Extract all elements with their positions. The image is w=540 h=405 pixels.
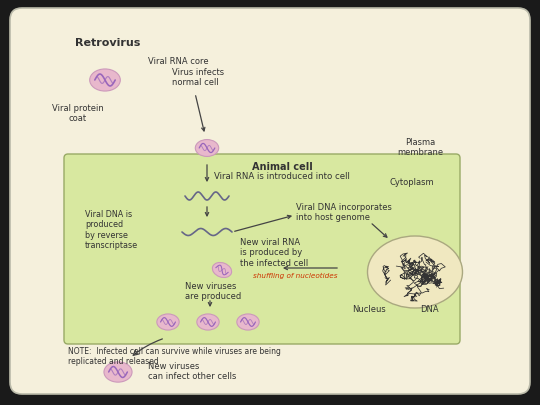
FancyBboxPatch shape: [64, 154, 460, 344]
Text: Viral RNA core: Viral RNA core: [148, 58, 208, 66]
Text: DNA: DNA: [420, 305, 438, 314]
Text: Cytoplasm: Cytoplasm: [390, 178, 435, 187]
Ellipse shape: [195, 140, 219, 156]
Text: New viral RNA
is produced by
the infected cell: New viral RNA is produced by the infecte…: [240, 238, 308, 268]
Text: Viral DNA incorporates
into host genome: Viral DNA incorporates into host genome: [296, 203, 392, 222]
Ellipse shape: [104, 362, 132, 382]
Ellipse shape: [212, 262, 232, 277]
Text: NOTE:  Infected cell can survive while viruses are being
replicated and released: NOTE: Infected cell can survive while vi…: [68, 347, 281, 367]
Text: New viruses
are produced: New viruses are produced: [185, 282, 241, 301]
Text: Plasma
membrane: Plasma membrane: [397, 138, 443, 158]
Ellipse shape: [368, 236, 462, 308]
Ellipse shape: [90, 69, 120, 91]
Text: Viral DNA is
produced
by reverse
transcriptase: Viral DNA is produced by reverse transcr…: [85, 210, 138, 250]
FancyBboxPatch shape: [10, 8, 530, 394]
Ellipse shape: [157, 314, 179, 330]
Text: Viral protein
coat: Viral protein coat: [52, 104, 104, 124]
Ellipse shape: [237, 314, 259, 330]
Text: Nucleus: Nucleus: [352, 305, 386, 314]
Text: Animal cell: Animal cell: [252, 162, 312, 172]
Text: Viral RNA is introduced into cell: Viral RNA is introduced into cell: [214, 172, 350, 181]
Text: Virus infects
normal cell: Virus infects normal cell: [172, 68, 224, 87]
Text: shuffling of nucleotides: shuffling of nucleotides: [253, 273, 338, 279]
Text: Retrovirus: Retrovirus: [75, 38, 140, 48]
Text: New viruses
can infect other cells: New viruses can infect other cells: [148, 362, 237, 382]
Ellipse shape: [197, 314, 219, 330]
